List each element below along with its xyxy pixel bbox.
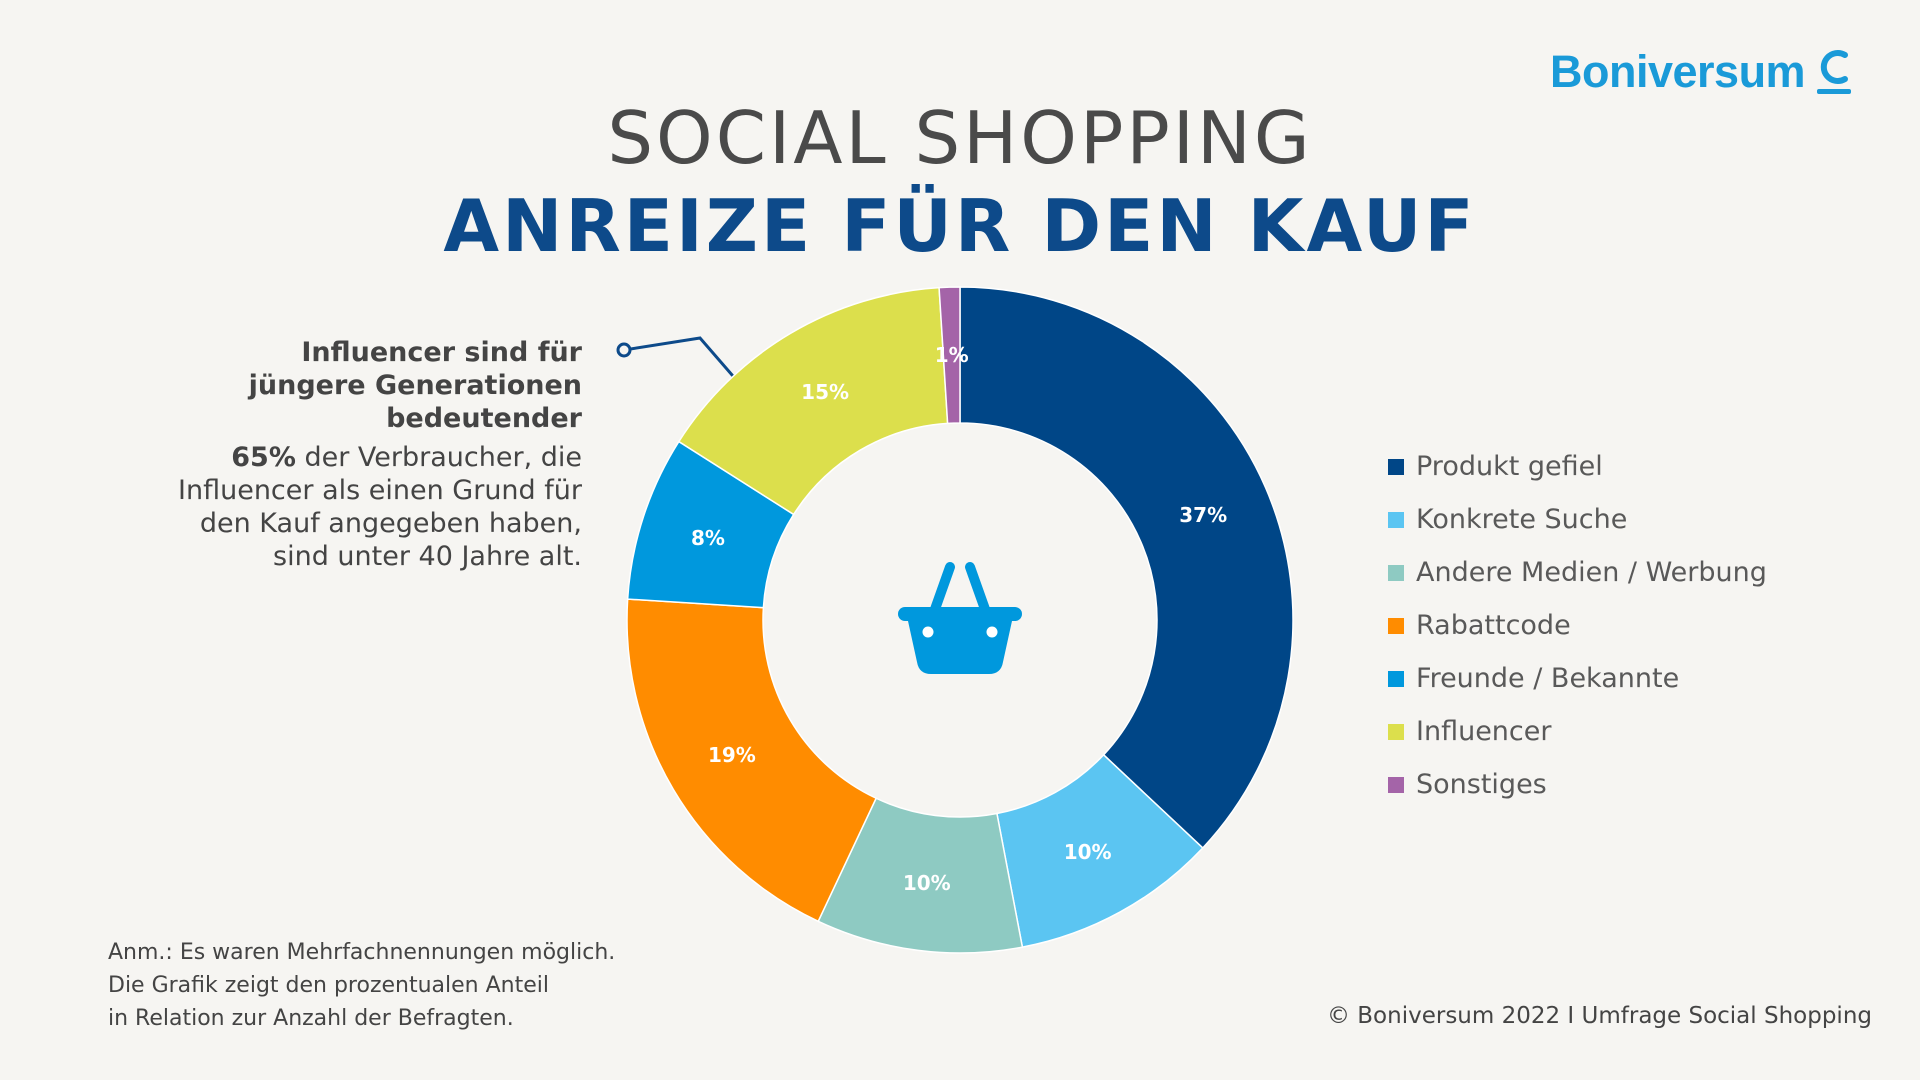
legend-swatch [1388,776,1404,793]
chart-title: SOCIAL SHOPPING [607,96,1313,180]
slice-value-label: 10% [903,871,951,895]
legend-swatch [1388,617,1404,634]
legend-item: Freunde / Bekannte [1388,652,1767,705]
slice-value-label: 37% [1179,503,1227,527]
legend-label: Andere Medien / Werbung [1416,557,1767,588]
legend-item: Influencer [1388,705,1767,758]
brand-name: Boniversum [1550,46,1806,97]
footnote-line: Die Grafik zeigt den prozentualen Anteil [108,973,549,998]
legend-label: Sonstiges [1416,769,1547,800]
legend-item: Produkt gefiel [1388,440,1767,493]
legend-swatch [1388,458,1404,475]
callout-headline-line: bedeutender [386,403,582,434]
chart-legend: Produkt gefiel Konkrete Suche Andere Medie… [1388,440,1767,811]
legend-label: Konkrete Suche [1416,504,1628,535]
legend-item: Rabattcode [1388,599,1767,652]
legend-item: Andere Medien / Werbung [1388,546,1767,599]
shopping-basket-icon [898,562,1022,674]
callout-headline-line: Influencer sind für [301,337,582,368]
callout-body-line: sind unter 40 Jahre alt. [273,541,582,572]
callout-headline-line: jüngere Generationen [248,370,582,401]
slice-value-label: 10% [1064,840,1112,864]
legend-swatch [1388,511,1404,528]
slice-value-label: 15% [801,380,849,404]
donut-slice-influencer [677,286,949,516]
legend-label: Produkt gefiel [1416,451,1603,482]
footnote-line: in Relation zur Anzahl der Befragten. [108,1006,514,1031]
donut-slice-rabattcode [626,598,878,923]
legend-item: Konkrete Suche [1388,493,1767,546]
influencer-callout: Influencer sind für jüngere Generationen… [142,336,582,573]
callout-body-line: der Verbraucher, die [295,442,582,473]
callout-headline: Influencer sind für jüngere Generationen… [142,336,582,435]
legend-swatch [1388,670,1404,687]
chart-subtitle: ANREIZE FÜR DEN KAUF [443,184,1477,268]
legend-label: Influencer [1416,716,1552,747]
legend-item: Sonstiges [1388,758,1767,811]
callout-body-line: den Kauf angegeben haben, [199,508,582,539]
brand-logo: Boniversum [1550,42,1880,102]
callout-body: 65% der Verbraucher, die Influencer als … [142,441,582,573]
footnote: Anm.: Es waren Mehrfachnennungen möglich… [108,936,615,1035]
callout-stat: 65% [231,442,296,473]
callout-body-line: Influencer als einen Grund für [178,475,582,506]
donut-slice-sonstiges [938,286,961,425]
brand-mark-icon [1817,50,1852,94]
legend-label: Rabattcode [1416,610,1571,641]
legend-label: Freunde / Bekannte [1416,663,1680,694]
copyright-text: © Boniversum 2022 I Umfrage Social Shopp… [1326,1003,1872,1029]
legend-swatch [1388,564,1404,581]
slice-value-label: 1% [935,343,969,367]
slice-value-label: 19% [708,743,756,767]
footnote-line: Anm.: Es waren Mehrfachnennungen möglich… [108,940,616,965]
donut-chart: 37% 10% 10% 19% 8% 15% 1% [626,286,1294,954]
slice-value-label: 8% [691,526,725,550]
donut-slice-produkt-gefiel [959,286,1294,850]
legend-swatch [1388,723,1404,740]
